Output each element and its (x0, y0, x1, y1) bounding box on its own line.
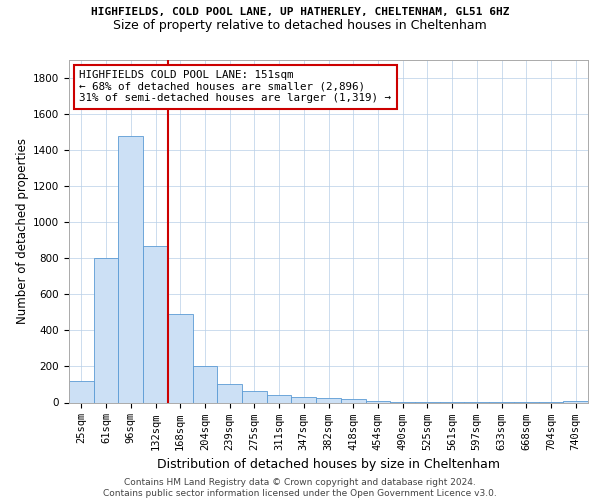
Bar (94, 258, 118, 402)
Bar (217, 384, 242, 402)
Bar (69, 381, 94, 402)
Bar (168, 314, 193, 402)
Bar (292, 398, 316, 402)
Text: Size of property relative to detached houses in Cheltenham: Size of property relative to detached ho… (113, 19, 487, 32)
Text: Contains HM Land Registry data © Crown copyright and database right 2024.
Contai: Contains HM Land Registry data © Crown c… (103, 478, 497, 498)
Bar (267, 396, 292, 402)
X-axis label: Distribution of detached houses by size in Cheltenham: Distribution of detached houses by size … (157, 458, 500, 471)
Bar (365, 401, 390, 402)
Y-axis label: Number of detached properties: Number of detached properties (16, 138, 29, 324)
Bar (316, 398, 341, 402)
Bar (563, 400, 588, 402)
Text: HIGHFIELDS, COLD POOL LANE, UP HATHERLEY, CHELTENHAM, GL51 6HZ: HIGHFIELDS, COLD POOL LANE, UP HATHERLEY… (91, 8, 509, 18)
Bar (242, 391, 267, 402)
Text: HIGHFIELDS COLD POOL LANE: 151sqm
← 68% of detached houses are smaller (2,896)
3: HIGHFIELDS COLD POOL LANE: 151sqm ← 68% … (79, 70, 391, 104)
Bar (341, 400, 365, 402)
Bar (193, 366, 217, 403)
Bar (118, 136, 143, 402)
Bar (143, 246, 168, 402)
